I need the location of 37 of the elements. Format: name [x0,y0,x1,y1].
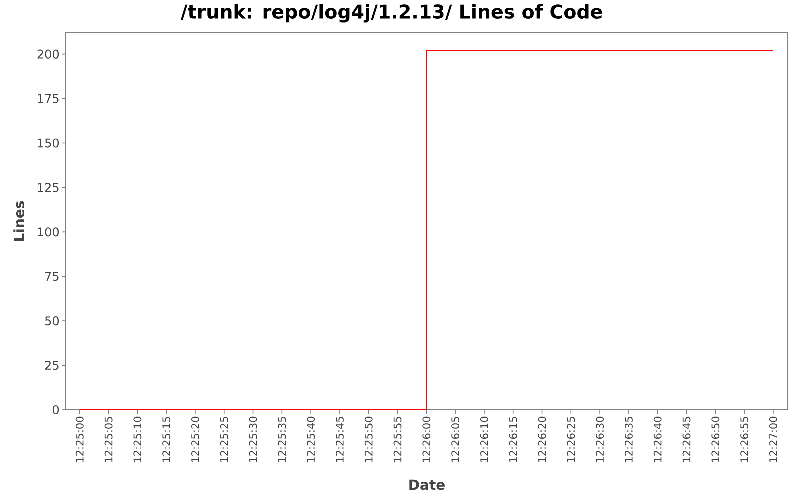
x-tick-label: 12:26:25 [567,417,576,462]
y-tick-label: 200 [38,50,60,59]
x-tick-label: 12:26:15 [509,417,518,462]
x-tick-label: 12:26:30 [596,416,604,462]
x-tick-label: 12:25:15 [162,417,171,462]
y-tick-label: 100 [38,228,60,237]
x-tick-label: 12:25:50 [364,416,373,462]
x-tick-label: 12:25:40 [307,416,316,462]
y-tick-label: 150 [38,138,60,148]
y-tick-label: 0 [52,405,60,415]
x-tick-label: 12:25:25 [220,417,228,462]
x-tick-label: 12:26:50 [712,416,720,462]
x-tick-label: 12:26:40 [654,416,662,462]
x-tick-label: 12:25:35 [278,417,286,462]
x-tick-label: 12:26:20 [538,416,546,462]
x-tick-label: 12:26:45 [682,417,691,462]
x-tick-label: 12:25:05 [104,417,113,462]
y-tick-label: 175 [38,94,59,104]
x-tick-label: 12:26:10 [480,416,488,462]
x-tick-label: 12:26:00 [422,416,431,462]
y-tick-label: 25 [45,361,59,370]
x-tick-label: 12:26:05 [452,417,460,462]
x-tick-label: 12:25:45 [336,417,344,462]
x-tick-label: 12:27:00 [769,416,778,462]
chart-title: /trunk: repo/log4j/1.2.13/ Lines of Code [180,4,602,23]
y-tick-label: 75 [46,272,59,282]
x-tick-label: 12:25:30 [249,416,258,462]
y-tick-label: 125 [38,183,59,192]
x-axis-title: Date [410,480,445,490]
y-axis-title: Lines [14,201,24,241]
x-tick-label: 12:26:35 [624,417,633,462]
x-tick-label: 12:25:20 [191,416,200,462]
x-tick-label: 12:25:55 [394,417,402,462]
x-tick-label: 12:26:55 [740,417,749,462]
x-tick-label: 12:25:10 [134,416,142,462]
y-tick-label: 50 [45,316,60,326]
x-tick-label: 12:25:00 [76,416,84,462]
